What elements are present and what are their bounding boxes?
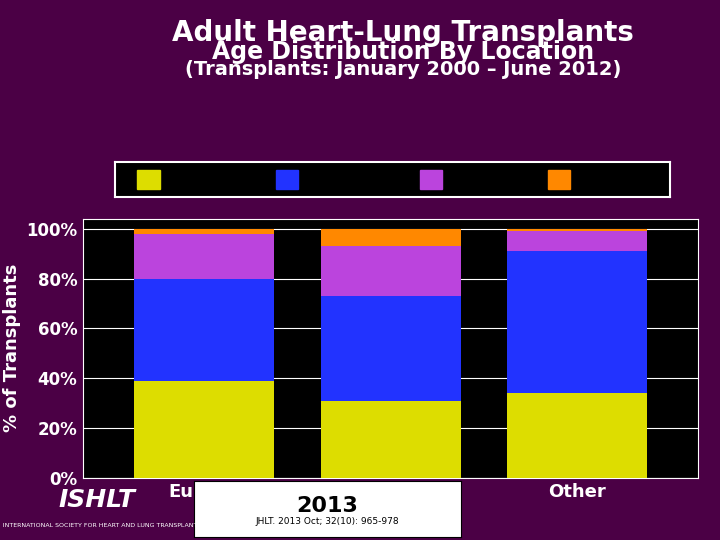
Text: ISHLT • INTERNATIONAL SOCIETY FOR HEART AND LUNG TRANSPLANTATION: ISHLT • INTERNATIONAL SOCIETY FOR HEART … bbox=[0, 523, 216, 529]
Bar bbox=[134, 381, 274, 478]
Text: Age Distribution By Location: Age Distribution By Location bbox=[212, 40, 594, 64]
Text: ISHLT: ISHLT bbox=[59, 489, 135, 512]
Bar bbox=[420, 170, 442, 190]
Bar bbox=[507, 251, 647, 393]
Bar bbox=[507, 228, 647, 231]
Text: Adult Heart-Lung Transplants: Adult Heart-Lung Transplants bbox=[172, 19, 634, 47]
Text: 2013: 2013 bbox=[297, 496, 359, 516]
Text: (Transplants: January 2000 – June 2012): (Transplants: January 2000 – June 2012) bbox=[185, 60, 621, 79]
Bar bbox=[320, 228, 461, 246]
Bar bbox=[134, 279, 274, 381]
Text: JHLT. 2013 Oct; 32(10): 965-978: JHLT. 2013 Oct; 32(10): 965-978 bbox=[256, 517, 400, 526]
Bar bbox=[507, 231, 647, 251]
Bar bbox=[320, 401, 461, 478]
Bar bbox=[548, 170, 570, 190]
Bar bbox=[507, 393, 647, 478]
Y-axis label: % of Transplants: % of Transplants bbox=[3, 264, 21, 433]
Bar bbox=[276, 170, 298, 190]
Bar bbox=[320, 246, 461, 296]
Bar bbox=[138, 170, 160, 190]
Bar bbox=[134, 234, 274, 279]
Bar bbox=[320, 296, 461, 401]
Bar bbox=[134, 228, 274, 234]
